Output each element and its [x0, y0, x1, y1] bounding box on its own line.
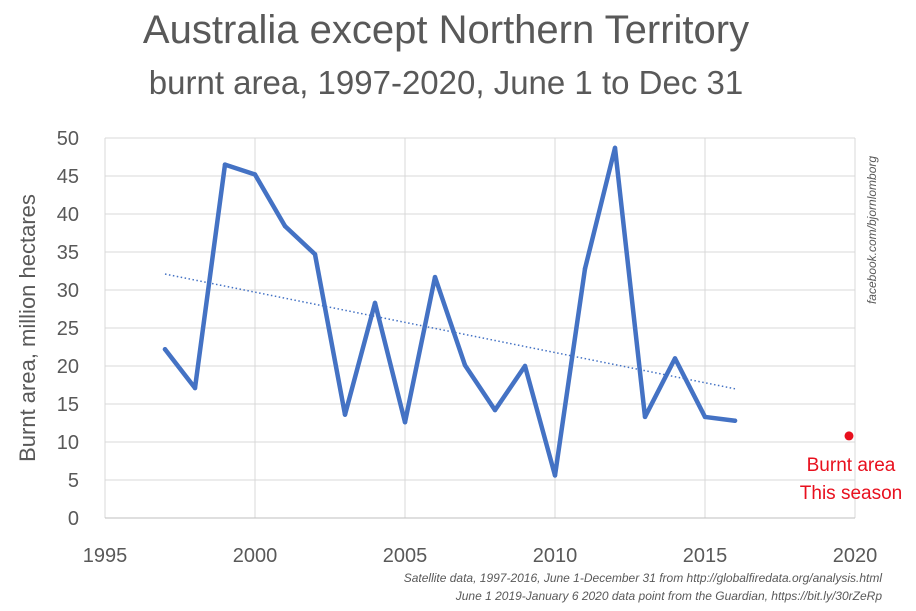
data-points: [162, 145, 738, 478]
x-tick-label: 2015: [683, 545, 728, 567]
y-tick-label: 10: [57, 432, 79, 454]
data-point: [372, 300, 378, 306]
y-tick-label: 30: [57, 280, 79, 302]
source-line-2: June 1 2019-January 6 2020 data point fr…: [455, 589, 883, 603]
data-point: [342, 412, 348, 417]
data-point: [432, 274, 438, 280]
x-axis-ticks: 1995 2000 2005 2010 2015 2020: [83, 545, 878, 567]
x-tick-label: 2000: [233, 545, 278, 567]
annotation-line-2: This season: [800, 483, 902, 504]
y-tick-label: 45: [57, 166, 79, 188]
data-point: [642, 414, 648, 420]
data-point: [162, 347, 168, 352]
data-point: [462, 363, 468, 368]
y-tick-label: 15: [57, 394, 79, 416]
chart-title: Australia except Northern Territory: [143, 8, 749, 52]
data-point: [192, 385, 198, 391]
data-point: [522, 363, 528, 369]
y-axis-label: Burnt area, million hectares: [15, 194, 40, 462]
y-tick-label: 20: [57, 356, 79, 378]
data-point: [612, 145, 618, 151]
data-point: [222, 162, 228, 167]
trendline: [164, 273, 736, 390]
x-tick-label: 2010: [533, 545, 578, 567]
x-tick-label: 2020: [833, 545, 878, 567]
x-tick-label: 1995: [83, 545, 128, 567]
credit-text: facebook.com/bjornlomborg: [865, 156, 879, 304]
data-point: [582, 266, 588, 271]
data-point: [252, 172, 258, 177]
data-point: [672, 356, 678, 361]
y-tick-label: 0: [68, 508, 79, 530]
source-line-1: Satellite data, 1997-2016, June 1-Decemb…: [404, 571, 883, 585]
y-tick-label: 40: [57, 204, 79, 226]
this-season-point: [844, 431, 854, 441]
y-axis-ticks: 0 5 10 15 20 25 30 35 40 45 50: [57, 128, 79, 530]
y-tick-label: 50: [57, 128, 79, 150]
annotation-line-1: Burnt area: [807, 455, 896, 476]
y-tick-label: 5: [68, 470, 79, 492]
series-line: [162, 145, 738, 478]
y-tick-label: 35: [57, 242, 79, 264]
data-point: [552, 473, 558, 478]
gridlines: [104, 137, 856, 518]
data-point: [702, 414, 708, 420]
data-point: [312, 252, 318, 257]
data-point: [492, 407, 498, 413]
data-point: [282, 223, 288, 229]
data-point: [402, 420, 408, 425]
data-point: [732, 418, 738, 423]
chart-subtitle: burnt area, 1997-2020, June 1 to Dec 31: [149, 64, 743, 101]
y-tick-label: 25: [57, 318, 79, 340]
x-tick-label: 2005: [383, 545, 428, 567]
